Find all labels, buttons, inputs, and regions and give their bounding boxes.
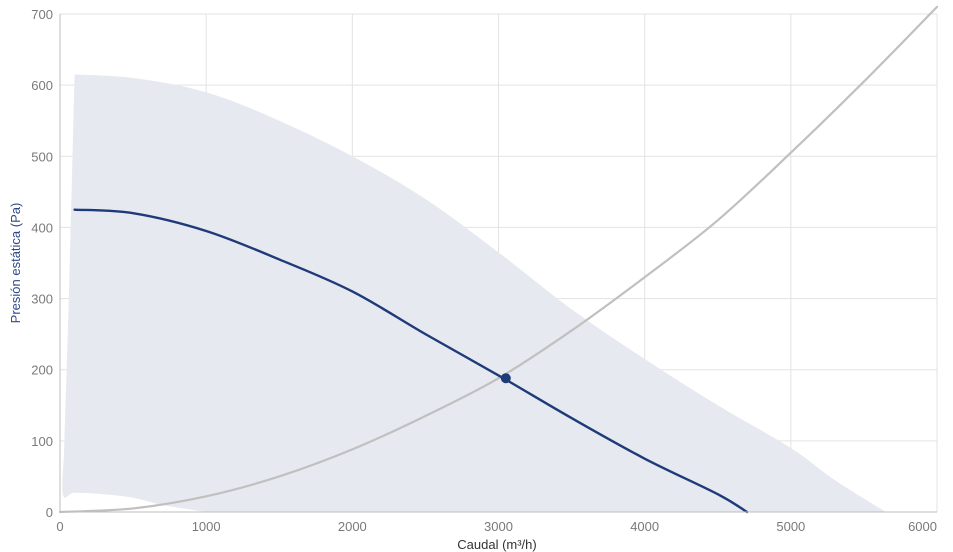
y-tick-label: 600 [31,78,53,93]
x-axis-label: Caudal (m³/h) [457,537,536,552]
y-axis-label: Presión estática (Pa) [8,203,23,324]
y-tick-label: 0 [46,505,53,520]
x-tick-label: 6000 [908,519,937,534]
operating-point-marker[interactable] [500,373,511,384]
operating-point-layer [500,373,511,384]
x-tick-label: 2000 [338,519,367,534]
series-layer [58,5,939,514]
axes [59,14,937,513]
y-tick-label: 100 [31,434,53,449]
operating-region-area [62,74,886,512]
operating-region-layer [62,74,886,512]
system-curve [58,5,939,514]
y-tick-label: 200 [31,363,53,378]
tick-labels: 0 1000 2000 3000 4000 5000 6000 0 100 200 300 400 50… [31,7,937,534]
y-tick-label: 500 [31,149,53,164]
y-tick-label: 300 [31,292,53,307]
x-tick-label: 0 [56,519,63,534]
y-tick-label: 700 [31,7,53,22]
x-tick-label: 3000 [484,519,513,534]
fan-curve [73,208,749,514]
y-tick-label: 400 [31,220,53,235]
x-tick-label: 1000 [192,519,221,534]
x-tick-label: 5000 [776,519,805,534]
x-tick-label: 4000 [630,519,659,534]
